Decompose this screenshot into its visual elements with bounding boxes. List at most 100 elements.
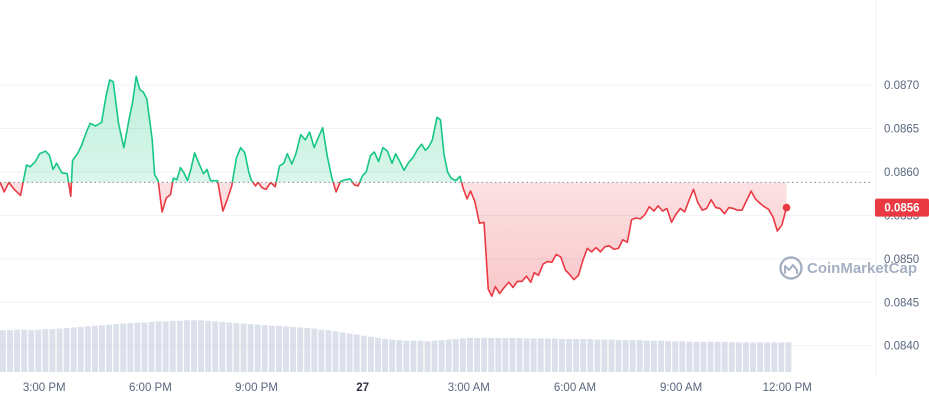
volume-bar (275, 325, 282, 372)
watermark-text: CoinMarketCap (807, 260, 917, 277)
volume-bar (304, 328, 311, 372)
last-price-label: 0.0856 (884, 203, 919, 215)
volume-bar (721, 341, 728, 372)
volume-bar (120, 323, 127, 372)
volume-bar (445, 339, 452, 372)
volume-bar (283, 326, 289, 372)
volume-bar (247, 324, 254, 372)
volume-bar (658, 340, 664, 372)
volume-bar (559, 339, 565, 372)
volume-bar (516, 337, 523, 372)
volume-bar (502, 337, 509, 372)
volume-bar (205, 320, 212, 372)
volume-bar (169, 320, 176, 372)
volume-bar (367, 336, 374, 372)
volume-bar (573, 339, 580, 372)
volume-bar (764, 342, 771, 372)
volume-bar (148, 321, 155, 372)
volume-bar (297, 327, 304, 372)
volume-bars (0, 320, 792, 372)
volume-bar (757, 342, 764, 372)
volume-bar (785, 342, 792, 372)
volume-bar (42, 329, 49, 372)
y-tick-label: 0.0850 (884, 254, 919, 266)
volume-bar (686, 341, 693, 372)
y-tick-label: 0.0860 (884, 167, 919, 179)
volume-bar (353, 334, 360, 372)
volume-bar (537, 338, 544, 372)
volume-bar (700, 341, 707, 372)
volume-bar (594, 339, 601, 372)
volume-bar (198, 320, 205, 372)
volume-bar (452, 339, 459, 372)
volume-bar (141, 322, 148, 372)
volume-bar (233, 323, 240, 372)
volume-bar (162, 321, 169, 372)
volume-bar (551, 338, 558, 372)
coinmarketcap-watermark: CoinMarketCap (779, 256, 917, 280)
volume-bar (403, 340, 410, 372)
volume-bar (240, 323, 247, 372)
volume-bar (481, 337, 488, 372)
volume-bar (672, 341, 679, 372)
volume-bar (728, 342, 735, 372)
volume-bar (84, 326, 91, 372)
volume-bar (750, 342, 756, 372)
volume-bar (183, 320, 190, 372)
volume-bar (608, 339, 615, 372)
volume-bar (226, 322, 233, 372)
price-line[interactable] (0, 75, 788, 297)
volume-bar (679, 341, 686, 372)
volume-bar (0, 330, 6, 372)
volume-bar (459, 338, 466, 372)
last-price-marker: 0.0856 (782, 198, 929, 217)
volume-bar (268, 325, 275, 372)
volume-bar (544, 338, 551, 372)
x-tick-label: 3:00 AM (448, 382, 490, 394)
volume-bar (261, 325, 268, 372)
x-tick-label: 6:00 AM (554, 382, 596, 394)
volume-bar (778, 342, 785, 372)
volume-bar (417, 340, 424, 372)
volume-bar (77, 326, 84, 372)
volume-bar (474, 337, 480, 372)
x-tick-label: 12:00 PM (763, 382, 812, 394)
volume-bar (431, 340, 438, 372)
volume-bar (693, 341, 700, 372)
volume-bar (523, 338, 530, 372)
volume-bar (219, 321, 226, 372)
price-area (0, 76, 787, 297)
volume-bar (332, 331, 339, 372)
volume-bar (743, 342, 749, 372)
volume-bar (629, 340, 636, 372)
volume-bar (99, 325, 105, 372)
volume-bar (49, 329, 56, 372)
y-axis: 0.08700.08650.08600.08550.08500.08450.08… (884, 80, 919, 353)
volume-bar (495, 337, 502, 372)
volume-bar (7, 330, 13, 372)
volume-bar (714, 341, 721, 372)
x-tick-label: 9:00 PM (235, 382, 278, 394)
volume-bar (665, 341, 672, 372)
coinmarketcap-logo-icon (779, 256, 803, 280)
volume-bar (70, 327, 77, 372)
y-tick-label: 0.0840 (884, 341, 919, 353)
volume-bar (346, 333, 353, 372)
area-below-baseline (0, 182, 787, 297)
volume-bar (389, 339, 396, 372)
volume-bar (438, 340, 445, 372)
volume-bar (382, 339, 388, 372)
volume-bar (636, 340, 643, 372)
volume-bar (134, 322, 141, 372)
volume-bar (311, 328, 318, 372)
volume-bar (424, 341, 431, 372)
volume-bar (106, 324, 113, 372)
volume-bar (155, 321, 162, 372)
volume-bar (339, 332, 346, 372)
volume-bar (622, 340, 629, 372)
volume-bar (410, 340, 417, 372)
volume-bar (651, 340, 657, 372)
volume-bar (771, 342, 778, 372)
